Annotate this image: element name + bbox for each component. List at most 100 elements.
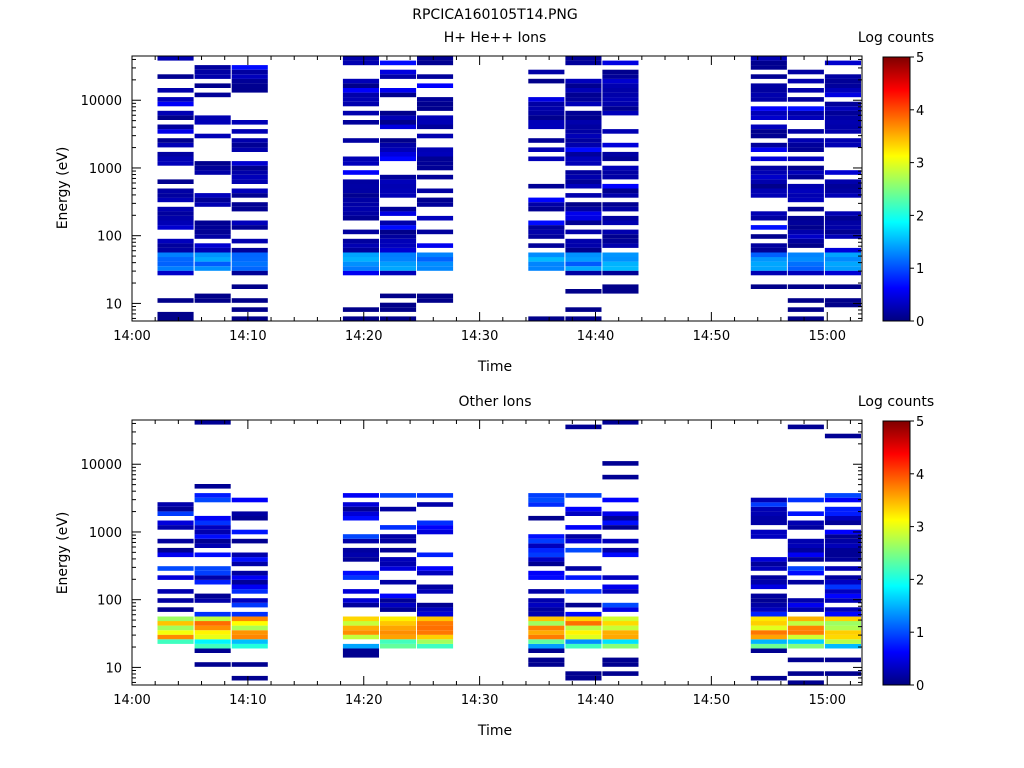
- spectrogram-cell: [787, 115, 824, 120]
- spectrogram-cell: [380, 243, 417, 248]
- spectrogram-cell: [157, 225, 194, 230]
- panel-title: H+ He++ Ions: [444, 30, 547, 46]
- spectrogram-cell: [342, 211, 379, 216]
- spectrogram-cell: [157, 257, 194, 262]
- spectrogram-cell: [342, 179, 379, 184]
- spectrogram-cell: [824, 138, 861, 143]
- spectrogram-cell: [787, 197, 824, 203]
- spectrogram-cell: [417, 261, 454, 267]
- spectrogram-cell: [342, 183, 379, 189]
- spectrogram-cell: [194, 552, 231, 558]
- spectrogram-cell: [380, 630, 417, 635]
- spectrogram-cell: [787, 252, 824, 258]
- spectrogram-cell: [157, 270, 194, 276]
- spectrogram-cell: [750, 575, 787, 580]
- y-tick-label: 10: [105, 297, 122, 312]
- spectrogram-cell: [380, 193, 417, 198]
- spectrogram-cell: [342, 598, 379, 603]
- spectrogram-cell: [231, 630, 268, 635]
- spectrogram-cell: [342, 653, 379, 658]
- spectrogram-cell: [380, 261, 417, 267]
- colorbar: [882, 420, 911, 686]
- spectrogram-cell: [602, 625, 639, 631]
- spectrogram-cell: [824, 497, 861, 503]
- spectrogram-cell: [787, 69, 824, 75]
- spectrogram-cell: [824, 302, 861, 308]
- spectrogram-cell: [787, 643, 824, 649]
- spectrogram-cell: [750, 165, 787, 171]
- spectrogram-cell: [602, 110, 639, 116]
- spectrogram-cell: [787, 621, 824, 626]
- spectrogram-cell: [194, 662, 231, 667]
- spectrogram-cell: [565, 506, 602, 512]
- spectrogram-cell: [231, 247, 268, 253]
- spectrogram-cell: [824, 88, 861, 93]
- spectrogram-cell: [194, 639, 231, 644]
- spectrogram-cell: [750, 515, 787, 521]
- spectrogram-cell: [787, 424, 824, 430]
- spectrogram-cell: [750, 211, 787, 216]
- spectrogram-cell: [787, 206, 824, 212]
- spectrogram-cell: [194, 161, 231, 166]
- spectrogram-cell: [602, 234, 639, 239]
- spectrogram-cell: [602, 174, 639, 180]
- spectrogram-cell: [380, 252, 417, 258]
- spectrogram-cell: [787, 543, 824, 548]
- x-tick-label: 15:00: [809, 329, 846, 344]
- spectrogram-cell: [380, 206, 417, 212]
- spectrogram-cell: [750, 625, 787, 631]
- spectrogram-cell: [417, 115, 454, 120]
- spectrogram-cell: [231, 538, 268, 544]
- spectrogram-cell: [194, 493, 231, 498]
- spectrogram-cell: [342, 557, 379, 562]
- spectrogram-cell: [750, 179, 787, 184]
- spectrogram-cell: [602, 589, 639, 594]
- spectrogram-cell: [750, 584, 787, 590]
- spectrogram-cell: [417, 188, 454, 194]
- spectrogram-cell: [380, 534, 417, 539]
- spectrogram-cell: [787, 552, 824, 558]
- spectrogram-cell: [528, 229, 565, 235]
- spectrogram-cell: [194, 566, 231, 571]
- spectrogram-cell: [787, 170, 824, 175]
- spectrogram-cell: [750, 174, 787, 180]
- spectrogram-cell: [750, 88, 787, 93]
- spectrogram-cell: [342, 238, 379, 244]
- spectrogram-cell: [342, 515, 379, 521]
- colorbar-tick-label: 0: [916, 315, 924, 330]
- spectrogram-cell: [231, 616, 268, 622]
- spectrogram-cell: [342, 511, 379, 516]
- spectrogram-cell: [342, 316, 379, 321]
- spectrogram-cell: [417, 529, 454, 535]
- spectrogram-cell: [417, 611, 454, 617]
- spectrogram-cell: [565, 538, 602, 544]
- spectrogram-cell: [750, 266, 787, 271]
- spectrogram-cell: [380, 229, 417, 235]
- spectrogram-cell: [750, 83, 787, 88]
- spectrogram-cells: [157, 420, 861, 685]
- spectrogram-cell: [417, 293, 454, 299]
- spectrogram-cell: [342, 170, 379, 175]
- spectrogram-cell: [602, 662, 639, 667]
- spectrogram-cell: [565, 220, 602, 226]
- spectrogram-cell: [342, 156, 379, 162]
- spectrogram-cell: [417, 552, 454, 558]
- spectrogram-cell: [157, 566, 194, 571]
- spectrogram-cell: [750, 183, 787, 189]
- spectrogram-cell: [565, 634, 602, 640]
- spectrogram-cell: [824, 284, 861, 289]
- spectrogram-cell: [157, 298, 194, 303]
- spectrogram-cell: [528, 625, 565, 631]
- spectrogram-cell: [565, 511, 602, 516]
- spectrogram-cell: [417, 570, 454, 576]
- spectrogram-cell: [750, 561, 787, 567]
- spectrogram-cell: [417, 229, 454, 235]
- spectrogram-cell: [417, 520, 454, 526]
- spectrogram-cell: [602, 289, 639, 294]
- spectrogram-cell: [750, 616, 787, 622]
- spectrogram-cell: [417, 106, 454, 111]
- spectrogram-cell: [787, 497, 824, 503]
- spectrogram-cell: [824, 515, 861, 521]
- spectrogram-cell: [194, 520, 231, 526]
- spectrogram-cell: [750, 124, 787, 130]
